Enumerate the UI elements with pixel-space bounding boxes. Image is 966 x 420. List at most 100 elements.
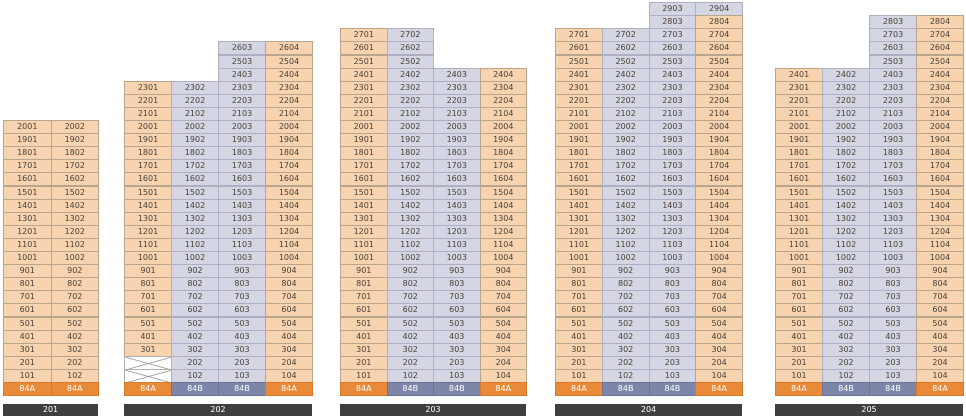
unit-cell: 402 xyxy=(386,329,434,344)
unit-cell: 601 xyxy=(775,303,823,318)
unit-cell: 2601 xyxy=(340,41,388,56)
unit-cell: 603 xyxy=(218,303,266,318)
unit-cell: 2703 xyxy=(648,28,697,43)
unit-cell: 204 xyxy=(916,355,964,370)
unit-cell: 1504 xyxy=(695,185,743,200)
unit-cell: 601 xyxy=(3,303,52,318)
unit-cell: 604 xyxy=(479,303,527,318)
unit-cell: 304 xyxy=(695,342,743,357)
unit-cell: 2402 xyxy=(386,67,434,82)
building-label: 201 xyxy=(3,404,98,416)
unit-cell: 902 xyxy=(171,264,219,279)
unit-cell: 301 xyxy=(124,342,172,357)
unit-cell: 2202 xyxy=(171,93,219,108)
unit-cell: 702 xyxy=(822,290,870,305)
unit-cell: 1501 xyxy=(124,185,172,200)
unit-cell: 1001 xyxy=(3,251,52,266)
unit-cell: 1201 xyxy=(775,224,823,239)
unit-cell: 701 xyxy=(555,290,603,305)
unit-cell: 1702 xyxy=(386,159,434,174)
unavailable-unit xyxy=(124,355,172,370)
unit-cell: 704 xyxy=(916,290,964,305)
unit-cell: 202 xyxy=(601,355,650,370)
unit-cell: 1204 xyxy=(916,224,964,239)
unit-cell: 203 xyxy=(433,355,481,370)
unit-cell: 2602 xyxy=(601,41,650,56)
unit-cell: 801 xyxy=(775,277,823,292)
unit-cell: 604 xyxy=(695,303,743,318)
unit-cell: 2704 xyxy=(916,28,964,43)
unit-cell: 801 xyxy=(3,277,52,292)
unit-cell: 1504 xyxy=(265,185,313,200)
unit-cell: 2101 xyxy=(775,106,823,121)
unit-cell: 102 xyxy=(601,368,650,383)
unit-cell: 2302 xyxy=(386,80,434,95)
building-204: 2903 2904 2803 2804 2701 2702 2703 2704 2601 2602… xyxy=(555,0,743,420)
unit-cell: 402 xyxy=(171,329,219,344)
unit-cell: 2402 xyxy=(601,67,650,82)
unit-cell: 404 xyxy=(479,329,527,344)
unit-cell: 803 xyxy=(869,277,917,292)
unit-cell: 2304 xyxy=(265,80,313,95)
unit-cell: 2102 xyxy=(171,106,219,121)
unit-cell: 2302 xyxy=(822,80,870,95)
unit-cell: 1801 xyxy=(555,146,603,161)
unit-cell: 2603 xyxy=(218,41,266,56)
unit-cell: 2503 xyxy=(648,54,697,69)
unit-cell: 1703 xyxy=(869,159,917,174)
unit-cell: 1003 xyxy=(648,251,697,266)
unit-cell: 302 xyxy=(171,342,219,357)
unit-cell: 103 xyxy=(869,368,917,383)
building-203: 2701 2702 2601 2602 2501 2502 2401 2402 2403 2404… xyxy=(340,0,527,420)
unit-cell: 2104 xyxy=(695,106,743,121)
unit-cell: 102 xyxy=(386,368,434,383)
unit-cell: 1902 xyxy=(386,133,434,148)
cross-icon xyxy=(125,356,171,369)
unit-cell: 1703 xyxy=(648,159,697,174)
unit-cell: 2404 xyxy=(916,67,964,82)
unit-cell: 2302 xyxy=(171,80,219,95)
unit-cell: 1503 xyxy=(218,185,266,200)
unit-cell: 1102 xyxy=(601,237,650,252)
unit-cell: 1801 xyxy=(124,146,172,161)
unit-cell: 502 xyxy=(822,316,870,331)
unit-cell: 2804 xyxy=(695,15,743,30)
unit-cell: 2002 xyxy=(601,120,650,135)
unit-cell: 2501 xyxy=(340,54,388,69)
unit-cell: 2604 xyxy=(265,41,313,56)
unit-cell: 1502 xyxy=(50,185,99,200)
unit-cell: 902 xyxy=(386,264,434,279)
unit-type-cell: 84A xyxy=(695,382,743,397)
unit-cell: 302 xyxy=(601,342,650,357)
unit-cell: 2004 xyxy=(916,120,964,135)
unit-cell: 203 xyxy=(648,355,697,370)
unit-cell: 1801 xyxy=(3,146,52,161)
unit-cell: 603 xyxy=(433,303,481,318)
unit-cell: 1402 xyxy=(822,198,870,213)
unit-cell: 301 xyxy=(775,342,823,357)
unit-cell: 2003 xyxy=(869,120,917,135)
unit-cell: 1101 xyxy=(555,237,603,252)
unit-cell: 202 xyxy=(171,355,219,370)
unit-cell: 704 xyxy=(695,290,743,305)
unit-cell: 702 xyxy=(171,290,219,305)
unit-cell: 1304 xyxy=(695,211,743,226)
unit-cell: 1403 xyxy=(648,198,697,213)
unit-cell: 403 xyxy=(218,329,266,344)
building-201: 2001 2002 1901 1902 1801 1802 1701 1702 1601 1602… xyxy=(3,0,99,420)
unit-cell: 404 xyxy=(916,329,964,344)
unit-cell: 604 xyxy=(916,303,964,318)
unit-cell: 1201 xyxy=(555,224,603,239)
unit-cell: 2103 xyxy=(218,106,266,121)
building-202: 2603 2604 2503 2504 2403 2404 2301 2302 2303 2304… xyxy=(124,0,313,420)
unit-cell: 1404 xyxy=(695,198,743,213)
unit-cell: 1303 xyxy=(648,211,697,226)
unit-cell: 1002 xyxy=(386,251,434,266)
unit-cell: 1803 xyxy=(869,146,917,161)
unit-cell: 1102 xyxy=(50,237,99,252)
unit-cell: 403 xyxy=(869,329,917,344)
unit-cell: 2101 xyxy=(340,106,388,121)
unit-cell: 2104 xyxy=(479,106,527,121)
unit-cell: 1302 xyxy=(386,211,434,226)
unit-cell: 1104 xyxy=(265,237,313,252)
